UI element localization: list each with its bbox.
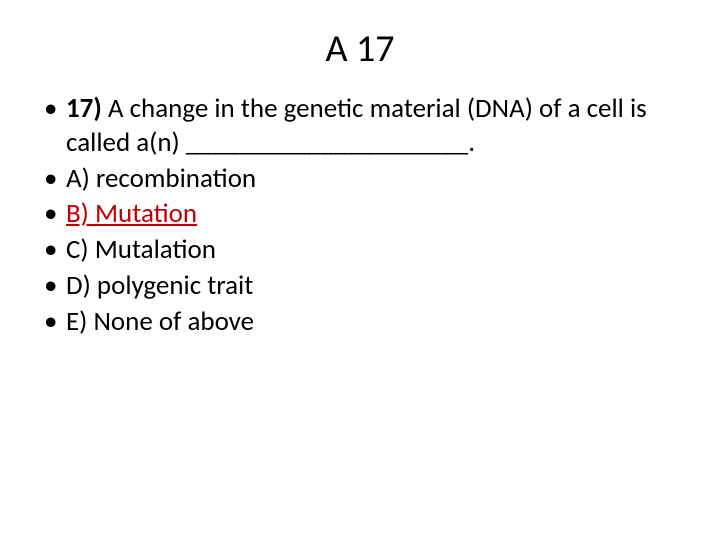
question-number: 17)	[66, 92, 102, 125]
option-e: E) None of above	[42, 305, 678, 339]
option-b-label: B) Mutation	[66, 197, 197, 230]
option-d: D) polygenic trait	[42, 269, 678, 303]
option-b: B) Mutation	[42, 197, 678, 231]
question-bullet: 17) A change in the genetic material (DN…	[42, 92, 678, 160]
slide-title: A 17	[0, 0, 720, 92]
option-e-label: E) None of above	[66, 305, 254, 338]
bullet-list: 17) A change in the genetic material (DN…	[42, 92, 678, 338]
option-d-label: D) polygenic trait	[66, 269, 253, 302]
option-a-label: A) recombination	[66, 162, 256, 195]
option-c-label: C) Mutalation	[66, 233, 216, 266]
slide-body: 17) A change in the genetic material (DN…	[0, 92, 720, 338]
slide: A 17 17) A change in the genetic materia…	[0, 0, 720, 540]
option-a: A) recombination	[42, 162, 678, 196]
question-text: A change in the genetic material (DNA) o…	[66, 92, 647, 159]
option-c: C) Mutalation	[42, 233, 678, 267]
